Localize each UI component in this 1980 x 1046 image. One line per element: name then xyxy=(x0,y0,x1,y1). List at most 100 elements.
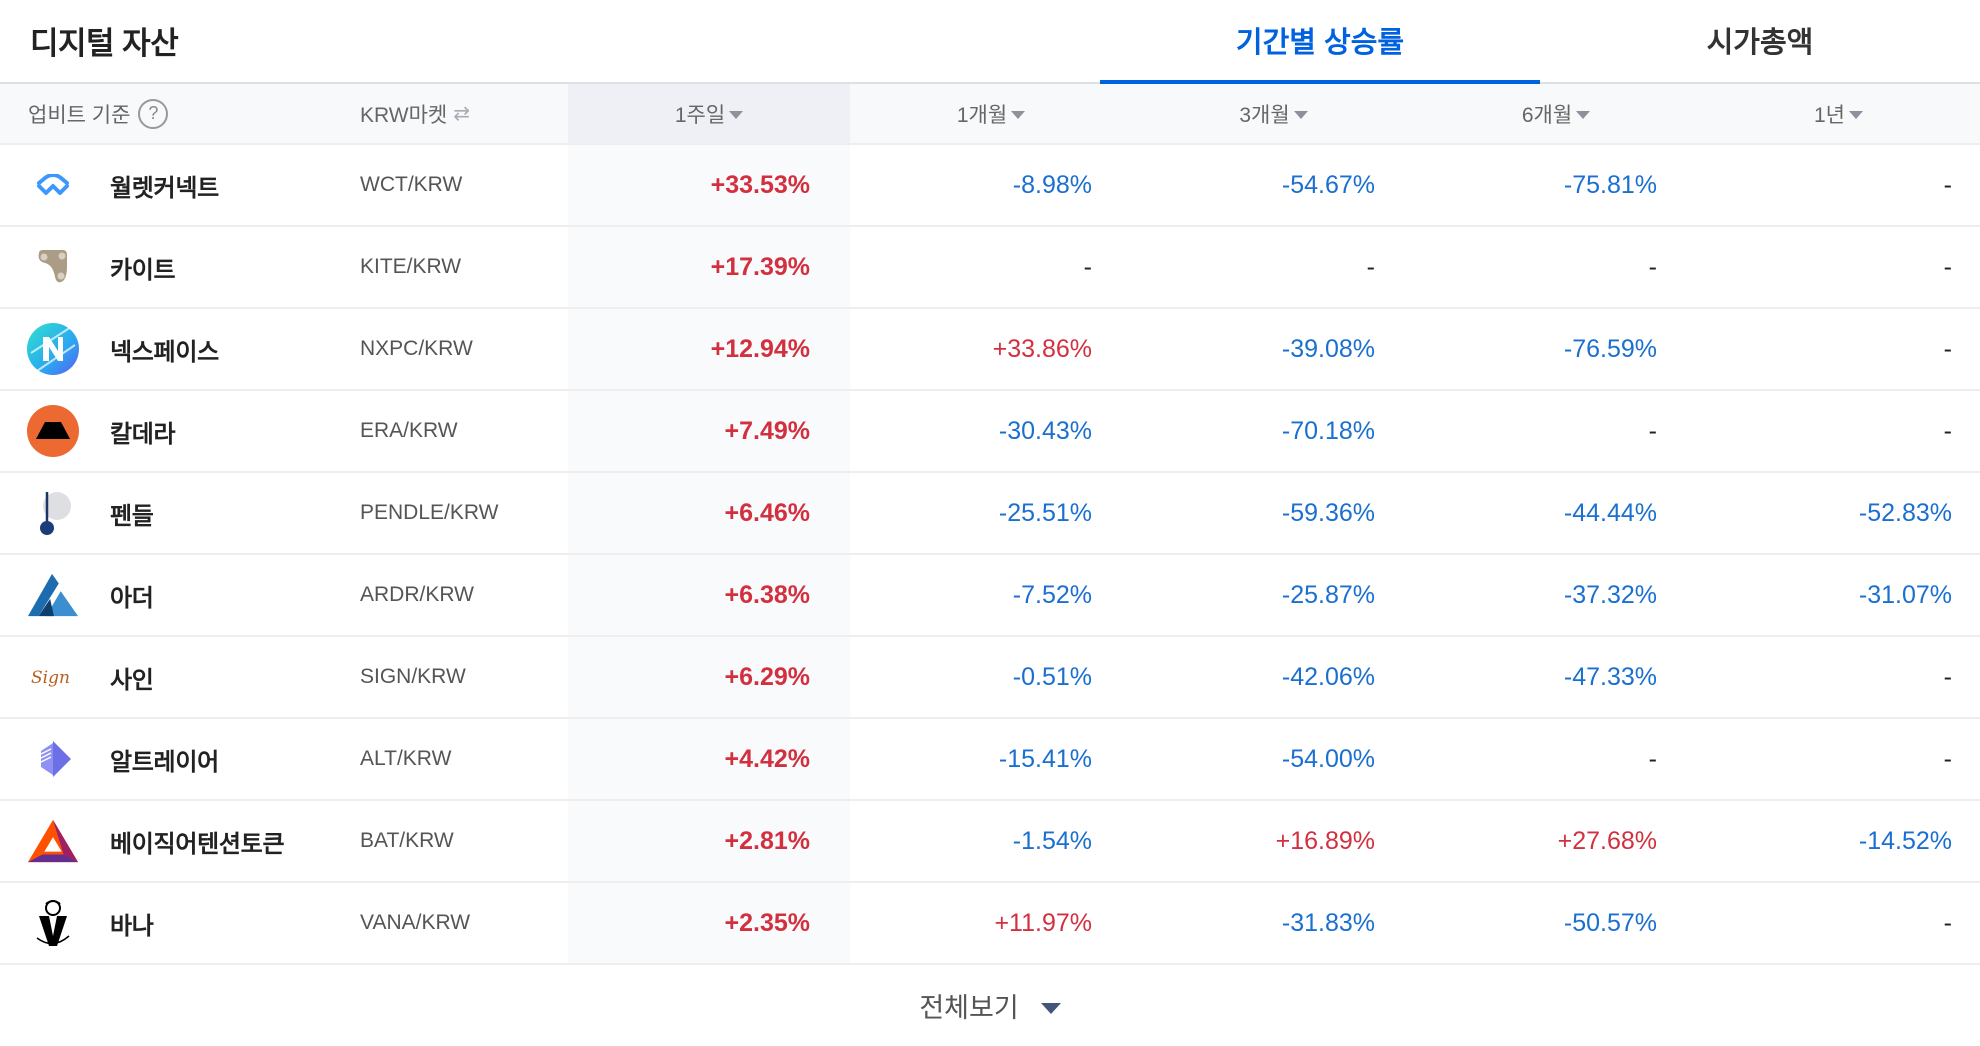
return-3m: -25.87% xyxy=(1281,580,1375,609)
market-pair: NXPC/KRW xyxy=(360,337,473,360)
swap-arrows-icon[interactable]: ⇄ xyxy=(453,103,471,125)
market-pair: ERA/KRW xyxy=(360,419,458,442)
sorted-column-bg xyxy=(568,309,850,389)
table-row[interactable]: Sign 사인 SIGN/KRW +6.29% -0.51% -42.06% -47.33%… xyxy=(0,637,1980,719)
table-row[interactable]: 베이직어텐션토큰 BAT/KRW +2.81% -1.54% +16.89% +27.68… xyxy=(0,801,1980,883)
tab-label: 시가총액 xyxy=(1706,27,1814,59)
return-6m: -75.81% xyxy=(1563,170,1657,199)
return-6m: - xyxy=(1648,252,1657,281)
market-pair: KITE/KRW xyxy=(360,255,462,278)
bat-logo-icon xyxy=(27,815,79,867)
sorted-column-bg xyxy=(568,555,850,635)
return-1w: +6.29% xyxy=(724,662,811,691)
sort-caret-icon[interactable] xyxy=(1849,110,1863,119)
returns-table: 업비트 기준 ? KRW마켓 ⇄ 1주일 1개월 3개월 6개월 1년 월렛커넥… xyxy=(0,84,1980,965)
return-1y: -14.52% xyxy=(1858,826,1952,855)
walletconnect-logo-icon xyxy=(27,159,79,211)
sorted-column-bg xyxy=(568,473,850,553)
return-1w: +2.81% xyxy=(724,826,811,855)
return-6m: -76.59% xyxy=(1563,334,1657,363)
sorted-column-bg xyxy=(568,637,850,717)
table-row[interactable]: 월렛커넥트 WCT/KRW +33.53% -8.98% -54.67% -75.81% - xyxy=(0,145,1980,227)
return-1y: -52.83% xyxy=(1858,498,1952,527)
return-6m: - xyxy=(1648,744,1657,773)
column-header-1m[interactable]: 1개월 xyxy=(850,84,1132,143)
sort-caret-icon[interactable] xyxy=(1576,110,1591,119)
market-toggle[interactable]: KRW마켓 ⇄ xyxy=(360,84,470,143)
market-pair: PENDLE/KRW xyxy=(360,501,499,524)
coin-name[interactable]: 월렛커넥트 xyxy=(110,174,219,202)
coin-name[interactable]: 칼데라 xyxy=(110,420,176,448)
market-pair: WCT/KRW xyxy=(360,173,463,196)
sorted-column-bg xyxy=(568,391,850,471)
view-all-label: 전체보기 xyxy=(919,993,1019,1023)
column-header-1y[interactable]: 1년 xyxy=(1697,84,1980,143)
return-1w: +17.39% xyxy=(710,252,810,281)
return-3m: -70.18% xyxy=(1281,416,1375,445)
tab-period-returns[interactable]: 기간별 상승률 xyxy=(1100,0,1540,86)
return-1y: -31.07% xyxy=(1858,580,1952,609)
altlayer-logo-icon xyxy=(27,733,79,785)
column-label: 1개월 xyxy=(956,103,1008,127)
return-1y: - xyxy=(1943,662,1952,691)
table-row[interactable]: 카이트 KITE/KRW +17.39% - - - - xyxy=(0,227,1980,309)
table-row[interactable]: 넥스페이스 NXPC/KRW +12.94% +33.86% -39.08% -76.59… xyxy=(0,309,1980,391)
table-row[interactable]: 펜들 PENDLE/KRW +6.46% -25.51% -59.36% -44.44% -… xyxy=(0,473,1980,555)
column-header-1w[interactable]: 1주일 xyxy=(568,84,850,143)
coin-name[interactable]: 카이트 xyxy=(110,256,176,284)
sorted-column-bg xyxy=(568,801,850,881)
return-1w: +4.42% xyxy=(724,744,811,773)
sorted-column-bg xyxy=(568,227,850,307)
return-1y: - xyxy=(1943,416,1952,445)
tab-market-cap[interactable]: 시가총액 xyxy=(1540,0,1980,84)
table-row[interactable]: 바나 VANA/KRW +2.35% +11.97% -31.83% -50.57% - xyxy=(0,883,1980,965)
coin-name[interactable]: 펜들 xyxy=(110,502,154,530)
return-1m: - xyxy=(1083,252,1092,281)
return-1w: +6.46% xyxy=(724,498,811,527)
table-row[interactable]: 알트레이어 ALT/KRW +4.42% -15.41% -54.00% - - xyxy=(0,719,1980,801)
return-1m: -1.54% xyxy=(1012,826,1092,855)
coin-name[interactable]: 사인 xyxy=(110,666,154,694)
return-1w: +33.53% xyxy=(710,170,810,199)
sort-caret-icon[interactable] xyxy=(1293,110,1308,119)
return-1m: -15.41% xyxy=(998,744,1092,773)
table-row[interactable]: 아더 ARDR/KRW +6.38% -7.52% -25.87% -37.32% -31.… xyxy=(0,555,1980,637)
return-1m: -0.51% xyxy=(1012,662,1092,691)
return-1m: -7.52% xyxy=(1012,580,1092,609)
basis-header: 업비트 기준 ? xyxy=(28,84,169,143)
market-pair: SIGN/KRW xyxy=(360,665,466,688)
question-circle-icon[interactable]: ? xyxy=(138,98,169,129)
coin-name[interactable]: 아더 xyxy=(110,584,154,612)
sort-caret-icon[interactable] xyxy=(1011,110,1026,119)
view-all-button[interactable]: 전체보기 xyxy=(919,986,1061,1025)
coin-name[interactable]: 베이직어텐션토큰 xyxy=(110,830,285,858)
return-1y: - xyxy=(1943,334,1952,363)
return-1y: - xyxy=(1943,744,1952,773)
coin-name[interactable]: 바나 xyxy=(110,912,154,940)
column-header-3m[interactable]: 3개월 xyxy=(1132,84,1415,143)
return-1m: +11.97% xyxy=(994,908,1092,937)
coin-name[interactable]: 넥스페이스 xyxy=(110,338,219,366)
return-1m: -30.43% xyxy=(998,416,1092,445)
column-header-6m[interactable]: 6개월 xyxy=(1415,84,1697,143)
return-1m: -25.51% xyxy=(998,498,1092,527)
coin-name[interactable]: 알트레이어 xyxy=(110,748,219,776)
column-label: 1년 xyxy=(1814,103,1845,127)
market-label: KRW마켓 xyxy=(360,103,448,127)
return-6m: +27.68% xyxy=(1557,826,1657,855)
caldera-logo-icon xyxy=(27,405,79,457)
svg-text:Sign: Sign xyxy=(31,668,70,688)
tab-label: 기간별 상승률 xyxy=(1235,27,1405,59)
return-1w: +12.94% xyxy=(710,334,810,363)
return-6m: -47.33% xyxy=(1563,662,1657,691)
ardor-logo-icon xyxy=(27,569,79,621)
table-row[interactable]: 칼데라 ERA/KRW +7.49% -30.43% -70.18% - - xyxy=(0,391,1980,473)
page-title: 디지털 자산 xyxy=(30,26,179,61)
column-label: 6개월 xyxy=(1521,103,1573,127)
sorted-column-bg xyxy=(568,719,850,799)
return-1y: - xyxy=(1943,252,1952,281)
sort-caret-icon[interactable] xyxy=(729,110,744,119)
market-pair: VANA/KRW xyxy=(360,911,471,934)
sorted-column-bg xyxy=(568,883,850,963)
column-label: 3개월 xyxy=(1239,103,1290,127)
